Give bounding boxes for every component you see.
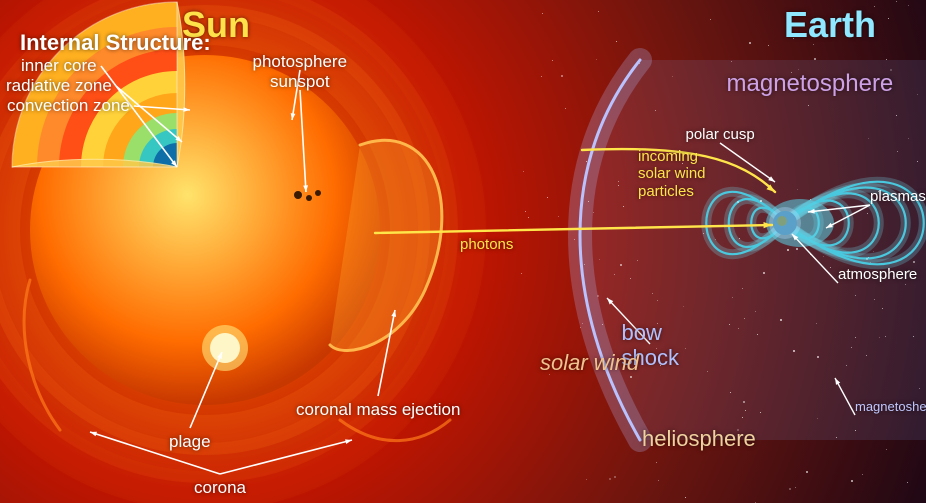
background (0, 0, 926, 503)
diagram-root: photonsincoming solar wind particlesSunE… (0, 0, 926, 503)
